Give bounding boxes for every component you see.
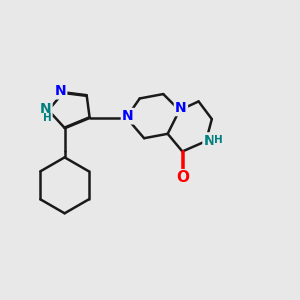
Text: N: N (175, 101, 187, 115)
Text: N: N (122, 109, 134, 123)
Text: H: H (214, 135, 223, 145)
Text: N: N (54, 84, 66, 98)
Text: H: H (43, 113, 51, 124)
Text: N: N (40, 102, 51, 116)
Text: N: N (204, 134, 215, 148)
Text: O: O (176, 170, 189, 185)
